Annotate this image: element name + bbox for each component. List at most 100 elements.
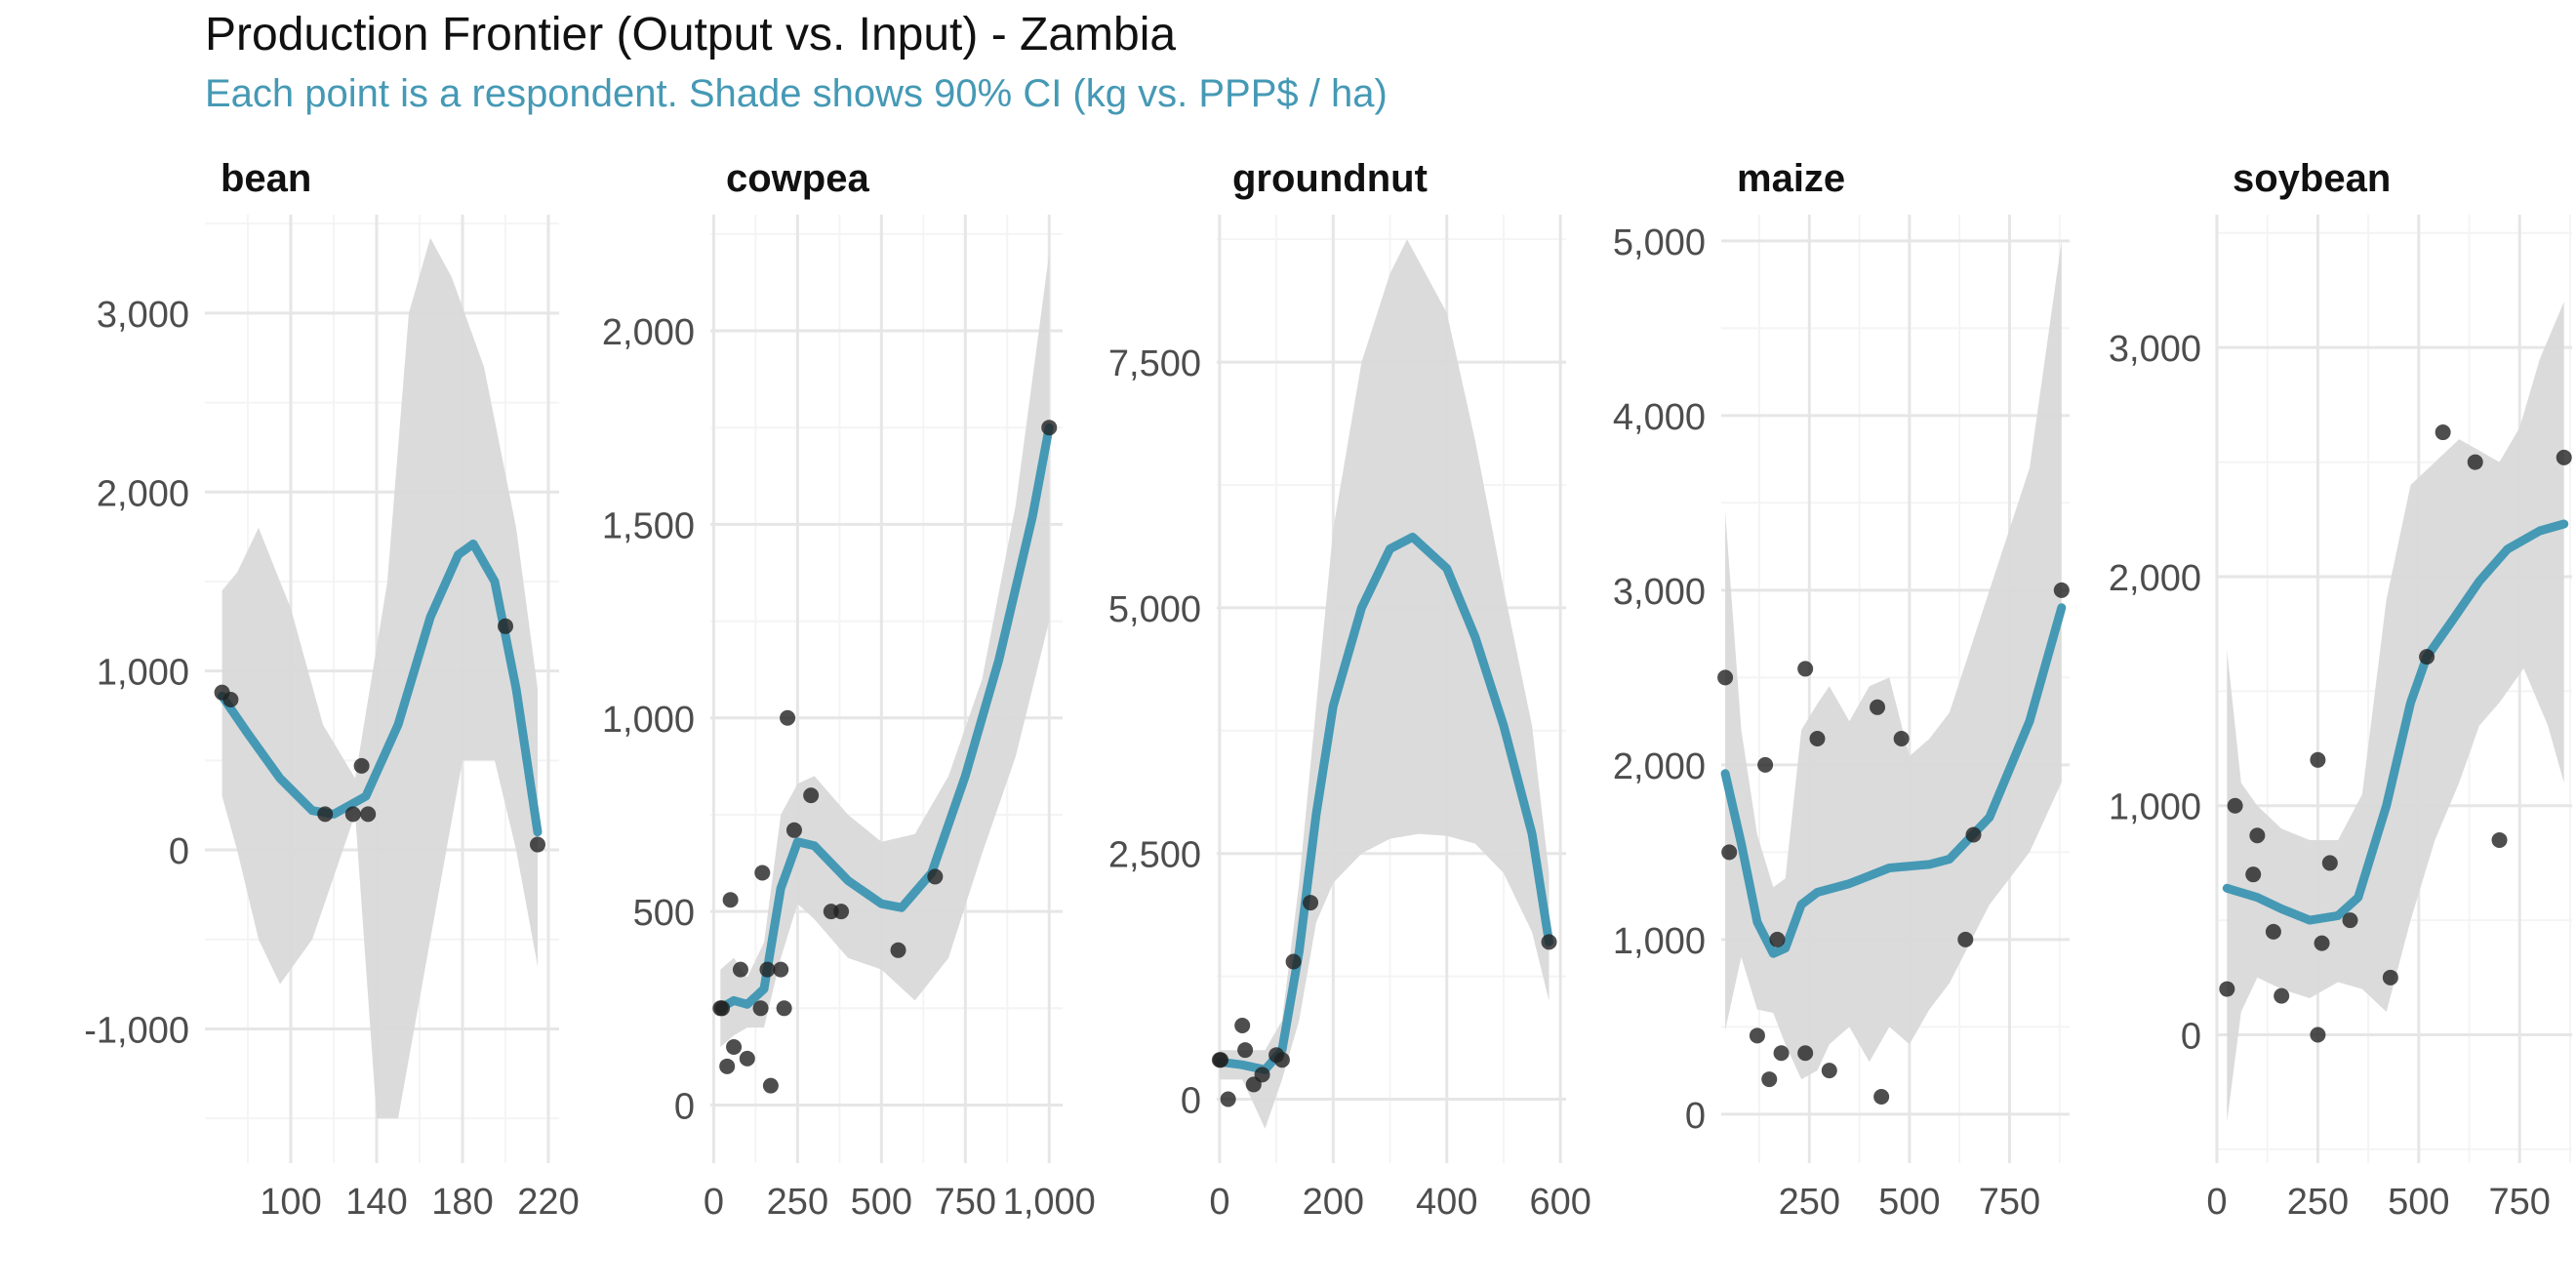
y-tick-label: 4,000 [1613, 397, 1706, 438]
data-point [2219, 981, 2235, 997]
facet-groundnut: groundnut 0 2,500 5,000 7,500 0 200 400 600 [1108, 157, 1591, 1223]
y-tick-label: 2,000 [602, 312, 695, 353]
x-tick-label: 140 [345, 1182, 407, 1223]
data-point [752, 1000, 769, 1017]
data-point [2053, 582, 2070, 598]
x-tick-label: 500 [851, 1182, 912, 1223]
data-point [2491, 831, 2508, 848]
y-tick-label: 1,000 [97, 653, 189, 694]
data-point [1721, 844, 1738, 861]
facet-label: maize [1737, 157, 1845, 200]
data-point [317, 806, 334, 823]
data-point [1237, 1042, 1254, 1059]
x-tick-label: 180 [431, 1182, 493, 1223]
data-point [2274, 987, 2290, 1004]
x-tick-label: 750 [935, 1182, 996, 1223]
data-point [1220, 1091, 1236, 1107]
data-point [2310, 1026, 2326, 1043]
data-point [785, 822, 802, 838]
data-point [1893, 731, 1910, 747]
chart-subtitle: Each point is a respondent. Shade shows … [205, 72, 1388, 115]
fit-curve [2222, 519, 2569, 925]
data-point [927, 868, 944, 885]
data-point [1273, 1052, 1290, 1068]
data-point [1773, 1045, 1790, 1062]
data-point [1541, 934, 1557, 950]
x-tick-label: 0 [1209, 1182, 1229, 1223]
data-point [1749, 1027, 1765, 1044]
y-tick-label: 5,000 [1613, 222, 1706, 263]
chart-title: Production Frontier (Output vs. Input) -… [205, 9, 1177, 60]
data-point [1965, 826, 1982, 843]
y-tick-label: 2,000 [97, 473, 189, 514]
data-point [1213, 1052, 1229, 1068]
x-tick-label: 220 [517, 1182, 579, 1223]
x-tick-label: 500 [1878, 1182, 1940, 1223]
y-tick-label: 5,000 [1108, 589, 1201, 630]
data-point [776, 1000, 792, 1017]
y-tick-label: 0 [1181, 1081, 1201, 1122]
data-point [1717, 669, 1734, 686]
data-point [2435, 424, 2451, 441]
data-point [833, 904, 850, 920]
data-point [714, 1000, 731, 1017]
x-tick-label: 0 [2206, 1182, 2227, 1223]
data-point [1809, 731, 1826, 747]
facet-label: cowpea [726, 157, 869, 200]
data-point [1303, 895, 1319, 911]
data-point [2321, 855, 2338, 871]
data-point [1041, 420, 1058, 436]
data-point [726, 1038, 743, 1055]
data-point [2245, 866, 2262, 883]
y-tick-label: 0 [169, 831, 189, 872]
data-point [1957, 931, 1974, 947]
data-point [1234, 1017, 1251, 1033]
data-point [353, 757, 370, 774]
facet-label: bean [221, 157, 311, 200]
y-tick-label: 0 [674, 1086, 695, 1127]
data-point [222, 692, 239, 708]
x-tick-label: 750 [2489, 1182, 2551, 1223]
fit-curve [1215, 532, 1553, 1074]
data-point [1761, 1071, 1778, 1088]
x-tick-label: 250 [2287, 1182, 2349, 1223]
fit-curve [715, 423, 1054, 1013]
data-point [2265, 923, 2281, 940]
data-point [759, 961, 776, 978]
facet-maize: maize 0 1,000 2,000 3,000 4,000 5,000 250 500 750 [1613, 157, 2070, 1223]
data-point [2342, 912, 2358, 929]
x-tick-label: 400 [1416, 1182, 1477, 1223]
y-tick-label: -1,000 [84, 1010, 189, 1051]
x-tick-label: 500 [2388, 1182, 2449, 1223]
y-tick-label: 2,500 [1108, 835, 1201, 876]
x-tick-label: 250 [767, 1182, 828, 1223]
ci-band [720, 253, 1050, 1047]
data-point [1285, 953, 1302, 970]
x-tick-label: 0 [704, 1182, 724, 1223]
data-point [2249, 827, 2266, 844]
data-point [1797, 1045, 1814, 1062]
y-tick-label: 2,000 [2109, 558, 2201, 599]
data-point [1254, 1067, 1270, 1083]
y-tick-label: 3,000 [97, 295, 189, 336]
y-tick-label: 2,000 [1613, 746, 1706, 787]
data-point [719, 1058, 736, 1074]
y-tick-label: 7,500 [1108, 343, 1201, 384]
ci-band [1725, 240, 2062, 1080]
data-point [803, 787, 820, 804]
fit-curve [218, 539, 543, 837]
data-point [2556, 449, 2572, 465]
facet-soybean: soybean 0 1,000 2,000 3,000 0 250 500 750 [2109, 157, 2572, 1223]
y-tick-label: 500 [633, 893, 695, 934]
data-point [780, 709, 796, 726]
data-point [1873, 1088, 1890, 1105]
data-point [2314, 935, 2330, 951]
y-tick-label: 3,000 [2109, 329, 2201, 370]
y-tick-label: 0 [1685, 1096, 1706, 1137]
data-point [530, 836, 545, 853]
data-point [722, 892, 739, 908]
data-point [1870, 699, 1886, 715]
data-point [1757, 756, 1774, 773]
